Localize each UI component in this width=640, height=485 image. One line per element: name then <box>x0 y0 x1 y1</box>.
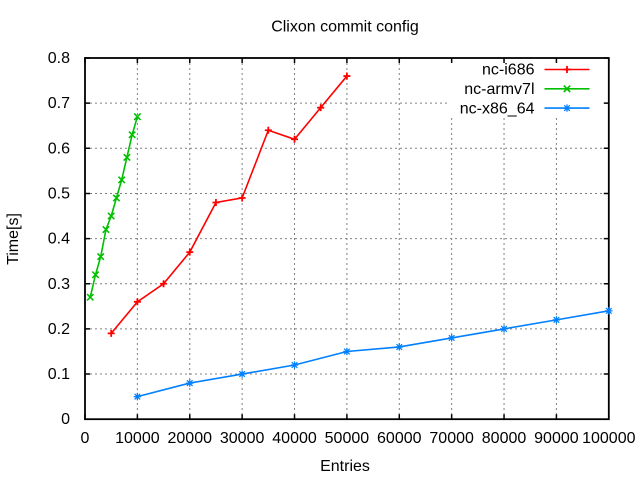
svg-text:0.5: 0.5 <box>48 185 70 202</box>
svg-text:0.4: 0.4 <box>48 231 70 248</box>
svg-text:70000: 70000 <box>429 430 474 447</box>
svg-text:100000: 100000 <box>582 430 635 447</box>
svg-text:0.7: 0.7 <box>48 95 70 112</box>
svg-text:0.1: 0.1 <box>48 366 70 383</box>
svg-text:0.2: 0.2 <box>48 321 70 338</box>
svg-text:nc-i686: nc-i686 <box>482 62 535 79</box>
svg-text:10000: 10000 <box>115 430 160 447</box>
svg-text:60000: 60000 <box>377 430 422 447</box>
svg-text:20000: 20000 <box>168 430 213 447</box>
svg-text:0: 0 <box>81 430 90 447</box>
svg-text:nc-x86_64: nc-x86_64 <box>460 100 535 117</box>
svg-text:nc-armv7l: nc-armv7l <box>464 81 534 98</box>
svg-text:40000: 40000 <box>272 430 317 447</box>
svg-text:Entries: Entries <box>320 458 370 475</box>
svg-text:0.8: 0.8 <box>48 50 70 67</box>
svg-text:50000: 50000 <box>325 430 370 447</box>
svg-text:0.6: 0.6 <box>48 140 70 157</box>
svg-text:Time[s]: Time[s] <box>5 213 22 265</box>
svg-text:80000: 80000 <box>482 430 527 447</box>
svg-text:Clixon commit config: Clixon commit config <box>271 19 419 36</box>
svg-text:90000: 90000 <box>534 430 579 447</box>
svg-text:0: 0 <box>61 411 70 428</box>
svg-text:0.3: 0.3 <box>48 276 70 293</box>
svg-text:30000: 30000 <box>220 430 265 447</box>
